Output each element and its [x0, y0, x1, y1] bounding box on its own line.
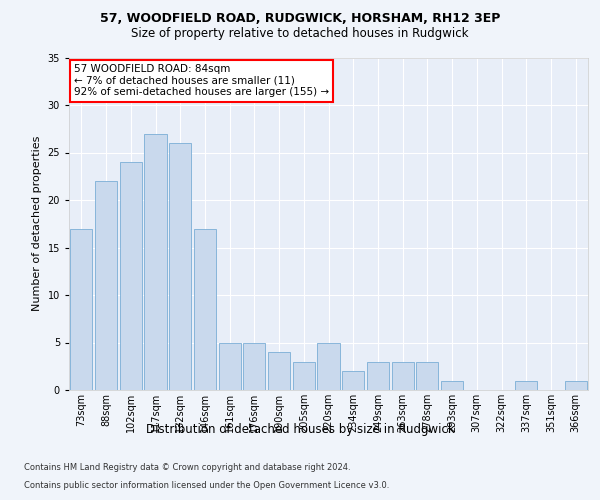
Bar — [392, 362, 414, 390]
Text: Contains public sector information licensed under the Open Government Licence v3: Contains public sector information licen… — [24, 481, 389, 490]
Bar — [293, 362, 315, 390]
Bar — [441, 380, 463, 390]
Text: Size of property relative to detached houses in Rudgwick: Size of property relative to detached ho… — [131, 28, 469, 40]
Text: Distribution of detached houses by size in Rudgwick: Distribution of detached houses by size … — [146, 422, 454, 436]
Text: 57 WOODFIELD ROAD: 84sqm
← 7% of detached houses are smaller (11)
92% of semi-de: 57 WOODFIELD ROAD: 84sqm ← 7% of detache… — [74, 64, 329, 98]
Bar — [145, 134, 167, 390]
Bar — [342, 371, 364, 390]
Bar — [416, 362, 439, 390]
Bar — [565, 380, 587, 390]
Bar — [194, 228, 216, 390]
Bar — [367, 362, 389, 390]
Bar — [317, 342, 340, 390]
Y-axis label: Number of detached properties: Number of detached properties — [32, 136, 42, 312]
Bar — [218, 342, 241, 390]
Bar — [119, 162, 142, 390]
Text: Contains HM Land Registry data © Crown copyright and database right 2024.: Contains HM Land Registry data © Crown c… — [24, 464, 350, 472]
Bar — [268, 352, 290, 390]
Bar — [515, 380, 538, 390]
Bar — [95, 181, 117, 390]
Bar — [70, 228, 92, 390]
Bar — [243, 342, 265, 390]
Bar — [169, 143, 191, 390]
Text: 57, WOODFIELD ROAD, RUDGWICK, HORSHAM, RH12 3EP: 57, WOODFIELD ROAD, RUDGWICK, HORSHAM, R… — [100, 12, 500, 26]
